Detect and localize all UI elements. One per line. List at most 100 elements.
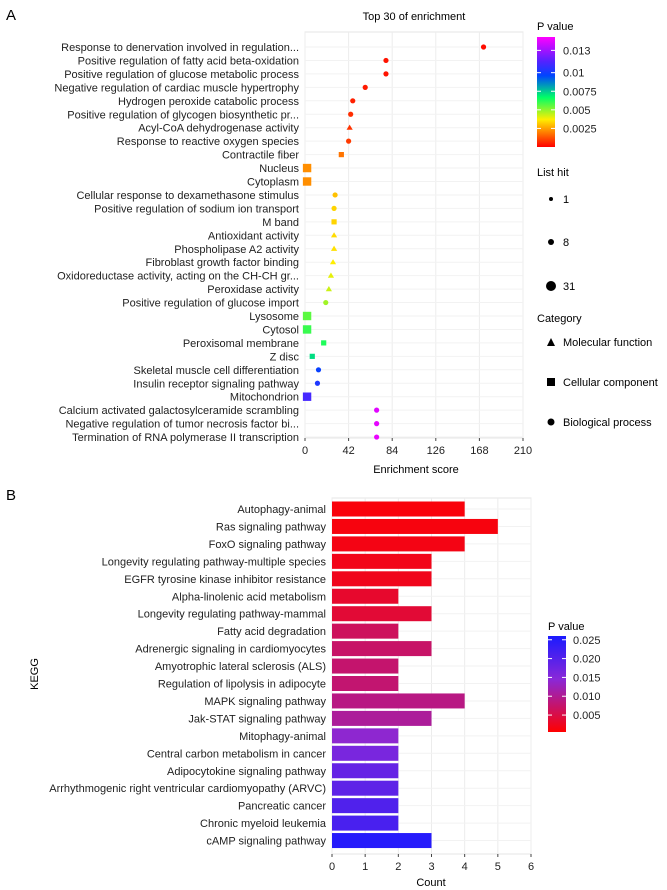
chart-b-x-tick-label: 1 [362,861,368,873]
chart-b-bar [332,798,399,814]
chart-a-point [374,434,380,440]
chart-b-y-label: Jak-STAT signaling pathway [188,713,326,725]
circle-icon [547,418,555,426]
chart-a-colorbar-title: P value [537,21,574,33]
chart-b-bar [332,745,399,761]
chart-a-colorbar-label: 0.005 [563,105,591,117]
chart-b-bar [332,501,465,517]
chart-a-y-label: Phospholipase A2 activity [174,244,299,256]
size-legend-label-1: 1 [563,194,569,206]
chart-b-y-label: Adrenergic signaling in cardiomyocytes [135,644,326,656]
chart-a-y-label: Positive regulation of glucose metabolic… [64,69,299,81]
chart-a-point [302,325,312,334]
chart-b-y-label: Central carbon metabolism in cancer [147,748,326,760]
chart-a-y-label: Hydrogen peroxide catabolic process [118,96,299,108]
chart-a-x-tick-label: 0 [302,445,308,457]
chart-b-bar [332,815,399,831]
chart-b-colorbar-ticks: 0.025 0.020 0.015 0.010 0.005 [548,635,601,722]
chart-b-y-label: Arrhythmogenic right ventricular cardiom… [49,783,326,795]
chart-b-y-tick-labels: Autophagy-animal Ras signaling pathway Fox… [49,504,327,848]
chart-b-x-tick-label: 0 [329,861,335,873]
chart-a-point [348,111,354,117]
chart-a-points [302,44,487,440]
shape-legend-label-mf: Molecular function [563,337,652,349]
chart-a-point [374,407,380,413]
chart-b-x-tick-label: 5 [495,861,501,873]
chart-a-y-label: Antioxidant activity [208,230,300,242]
chart-a-y-label: Skeletal muscle cell differentiation [134,365,300,377]
chart-a-point [321,340,327,346]
chart-a-y-label: Oxidoreductase activity, acting on the C… [57,271,299,283]
chart-b-bar [332,693,465,709]
chart-a-y-label: Response to reactive oxygen species [117,136,300,148]
chart-a-point [302,163,312,173]
chart-b-y-label: FoxO signaling pathway [209,539,327,551]
chart-a-y-label: Peroxidase activity [207,284,299,296]
chart-a-x-tick-label: 126 [427,445,445,457]
chart-a-y-label: Cytoplasm [247,177,299,189]
chart-a-x-ticks: 0 42 84 126 168 210 [302,438,532,457]
square-icon [547,378,555,386]
chart-b-bar [332,623,399,639]
chart-b-colorbar-title: P value [548,621,585,633]
chart-a-colorbar-label: 0.01 [563,68,584,80]
size-legend-dot-1 [549,197,553,201]
chart-a-point [346,124,353,130]
chart-b-bar [332,833,432,849]
chart-a-y-label: Nucleus [259,163,299,175]
chart-b-bar [332,588,399,604]
chart-a-y-label: Negative regulation of cardiac muscle hy… [54,82,299,94]
chart-b-y-label: Mitophagy-animal [239,731,326,743]
chart-b-bar [332,518,498,534]
chart-b-y-label: Chronic myeloid leukemia [200,818,327,830]
chart-b-colorbar-label: 0.020 [573,654,601,666]
chart-a-point [350,98,356,104]
size-legend-dot-8 [548,239,554,245]
chart-a-y-label: M band [262,217,299,229]
chart-a-y-label: Positive regulation of glucose import [122,298,299,310]
chart-a-y-label: Negative regulation of tumor necrosis fa… [65,419,299,431]
chart-a-y-label: Mitochondrion [230,392,299,404]
chart-a-x-axis-title: Enrichment score [373,464,459,476]
chart-a-colorbar-ticks: 0.013 0.01 0.0075 0.005 0.0025 [537,45,597,135]
chart-b-bar [332,571,432,587]
chart-a-point [330,245,338,251]
chart-b-y-label: Regulation of lipolysis in adipocyte [158,679,326,691]
chart-a-point [362,84,368,90]
triangle-icon [547,338,555,346]
chart-a-colorbar-label: 0.013 [563,45,591,57]
chart-b-bar [332,676,399,691]
chart-b-bar [332,606,432,622]
panel-label-a: A [6,7,16,24]
chart-a-y-label: Calcium activated galactosylceramide scr… [59,405,299,417]
chart-a-point [302,311,312,321]
chart-b-colorbar-label: 0.015 [573,672,601,684]
chart-b-y-label: Longevity regulating pathway-multiple sp… [102,556,327,568]
chart-b-y-label: Adipocytokine signaling pathway [167,766,326,778]
chart-b-y-label: Longevity regulating pathway-mammal [138,609,326,621]
chart-b-y-axis-title: KEGG [29,658,41,690]
chart-b-bar [332,641,432,657]
chart-b-colorbar [548,636,566,732]
chart-a-colorbar-label: 0.0025 [563,123,597,135]
chart-b-bar [332,763,399,779]
chart-b-x-tick-label: 3 [428,861,434,873]
chart-b-y-label: Ras signaling pathway [216,521,327,533]
chart-b-x-tick-label: 6 [528,861,534,873]
chart-a-point [314,380,321,386]
chart-b-bars [332,501,498,849]
chart-a-point [329,259,337,265]
chart-a-y-label: Termination of RNA polymerase II transcr… [72,432,299,444]
chart-a-point [383,71,389,77]
chart-a-x-tick-label: 42 [342,445,354,457]
chart-b-x-tick-label: 4 [462,861,468,873]
chart-a-point [332,192,338,198]
chart-a-shape-legend-title: Category [537,313,582,325]
chart-a-y-label: Response to denervation involved in regu… [61,42,299,54]
chart-a-y-label: Fibroblast growth factor binding [146,257,299,269]
chart-b-colorbar-label: 0.010 [573,691,601,703]
chart-a-point [315,367,322,373]
chart-b-y-label: Autophagy-animal [237,504,326,516]
chart-a-y-tick-labels: Response to denervation involved in regu… [54,42,299,444]
chart-a-point [480,44,487,50]
